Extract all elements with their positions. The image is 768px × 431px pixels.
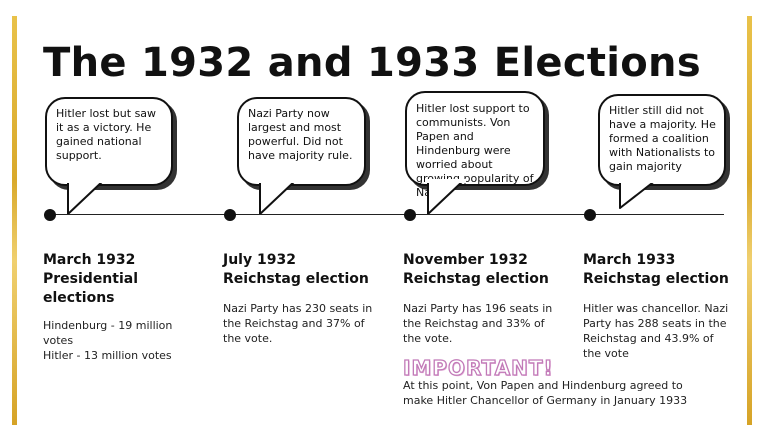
heading-date: March 1933 [583, 252, 676, 268]
speech-bubble-tail-icon [618, 179, 658, 209]
heading-type: Reichstag election [583, 271, 729, 287]
timeline-dot [224, 209, 236, 221]
speech-bubble-july-1932: Nazi Party now largest and most powerful… [237, 97, 366, 186]
detail-line: Nazi Party has 230 seats in the Reichsta… [223, 302, 373, 345]
event-heading-march-1933: March 1933 Reichstag election [583, 251, 729, 289]
heading-type: Presidential [43, 271, 139, 287]
detail-line: Hitler - 13 million votes [43, 349, 172, 362]
detail-line: Hitler was chancellor. Nazi Party has 28… [583, 302, 729, 360]
timeline-dot [44, 209, 56, 221]
heading-date: July 1932 [223, 252, 296, 268]
timeline-dot [584, 209, 596, 221]
page-title: The 1932 and 1933 Elections [43, 40, 701, 86]
timeline-dot [404, 209, 416, 221]
speech-bubble-tail-icon [66, 179, 106, 215]
event-details-november-1932: Nazi Party has 196 seats in the Reichsta… [403, 301, 553, 346]
event-details-march-1932: Hindenburg - 19 million votes Hitler - 1… [43, 318, 183, 363]
timeline-line [50, 214, 724, 215]
event-details-march-1933: Hitler was chancellor. Nazi Party has 28… [583, 301, 731, 361]
bubble-text: Hitler lost but saw it as a victory. He … [56, 107, 157, 162]
speech-bubble-tail-icon [258, 179, 298, 215]
speech-bubble-march-1932: Hitler lost but saw it as a victory. He … [45, 97, 173, 186]
heading-type: Reichstag election [403, 271, 549, 287]
event-details-july-1932: Nazi Party has 230 seats in the Reichsta… [223, 301, 373, 346]
bubble-text: Nazi Party now largest and most powerful… [248, 107, 353, 162]
event-heading-march-1932: March 1932 Presidential elections [43, 251, 138, 308]
important-note: At this point, Von Papen and Hindenburg … [403, 379, 688, 407]
speech-bubble-march-1933: Hitler still did not have a majority. He… [598, 94, 726, 186]
detail-line: Hindenburg - 19 million votes [43, 319, 173, 347]
speech-bubble-november-1932: Hitler lost support to communists. Von P… [405, 91, 545, 199]
event-heading-july-1932: July 1932 Reichstag election [223, 251, 369, 289]
heading-date: November 1932 [403, 252, 528, 268]
important-label: IMPORTANT! [402, 355, 554, 380]
speech-bubble-tail-icon [426, 179, 466, 215]
gold-frame-left [12, 16, 17, 425]
heading-type-cont: elections [43, 290, 115, 306]
event-heading-november-1932: November 1932 Reichstag election [403, 251, 549, 289]
detail-line: Nazi Party has 196 seats in the Reichsta… [403, 302, 553, 345]
heading-type: Reichstag election [223, 271, 369, 287]
gold-frame-right [747, 16, 752, 425]
heading-date: March 1932 [43, 252, 136, 268]
bubble-text: Hitler still did not have a majority. He… [609, 104, 716, 173]
